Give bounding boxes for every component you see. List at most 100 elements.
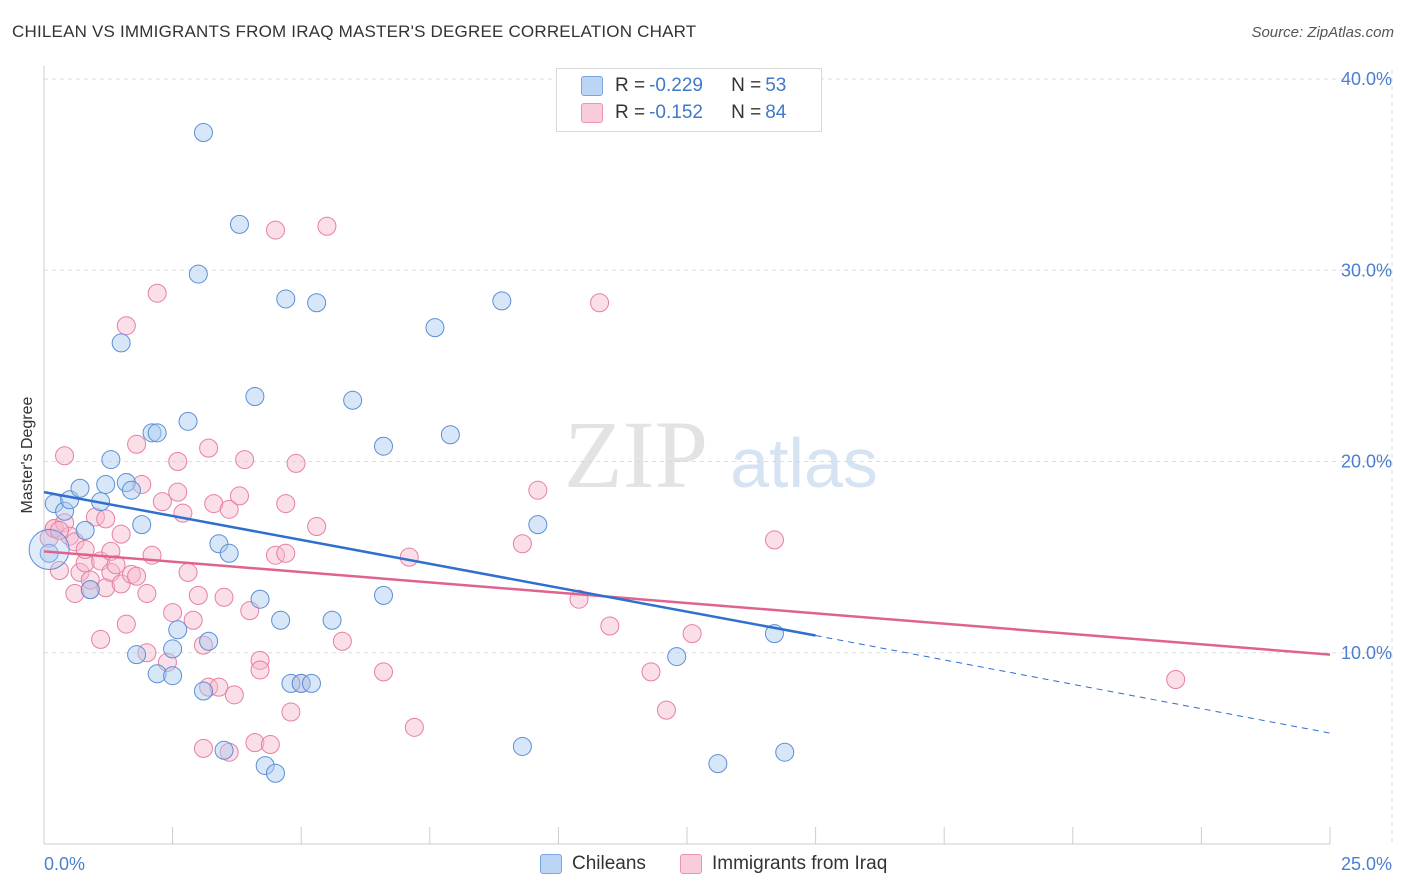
iraq-point: [91, 629, 111, 649]
chilean-point: [163, 639, 183, 659]
iraq-point: [224, 685, 244, 705]
chilean-point: [96, 474, 116, 494]
chilean-point: [528, 515, 548, 535]
iraq-point: [168, 452, 188, 471]
y-tick-label: 10.0%: [1341, 643, 1392, 663]
bottom-legend-iraq: Immigrants from Iraq: [680, 852, 887, 876]
iraq-point: [127, 434, 147, 454]
iraq-point: [163, 603, 183, 623]
chilean-point: [209, 534, 229, 554]
iraq-point: [127, 566, 147, 586]
grid-lines: [44, 70, 1393, 844]
chilean-point: [440, 425, 460, 445]
chilean-point: [492, 291, 512, 311]
iraq-point: [96, 578, 116, 598]
iraq-point: [404, 717, 424, 737]
iraq-point: [512, 534, 532, 554]
iraq-point: [152, 492, 172, 512]
iraq-point: [317, 216, 337, 236]
chilean-point: [708, 754, 728, 774]
iraq-point: [111, 524, 131, 544]
chilean-point: [70, 478, 90, 498]
chilean-point: [667, 647, 687, 667]
iraq-point: [332, 631, 352, 651]
x-tick-label: 0.0%: [44, 854, 85, 874]
legend-n-value: 53: [765, 75, 787, 96]
chilean-point: [265, 763, 285, 783]
legend-n-label: N =: [731, 75, 762, 96]
chilean-point: [142, 423, 162, 443]
chilean-point: [121, 480, 141, 500]
iraq-point: [374, 662, 394, 682]
iraq-point: [178, 562, 198, 582]
iraq-point: [209, 677, 229, 697]
iraq-point: [276, 543, 296, 563]
iraq-point: [229, 486, 249, 506]
chilean-point: [291, 673, 311, 693]
iraq-point: [260, 735, 280, 755]
legend-row-chileans: R = -0.229 N = 53: [581, 74, 786, 98]
bottom-legend-chileans: Chileans: [540, 852, 646, 876]
iraq-point: [307, 517, 327, 537]
chilean-point: [101, 450, 121, 470]
chilean-point: [245, 386, 265, 406]
chilean-point: [163, 666, 183, 686]
iraq-point: [764, 530, 784, 550]
chilean-point: [193, 681, 213, 701]
iraq-point: [137, 583, 157, 603]
iraq-point: [265, 220, 285, 240]
watermark-atlas: atlas: [730, 424, 878, 502]
chilean-point: [374, 585, 394, 605]
iraq-point: [70, 562, 90, 582]
chilean-point: [199, 631, 219, 651]
chilean-point: [127, 645, 147, 665]
legend-n-value: 84: [765, 102, 787, 123]
legend-row-iraq: R = -0.152 N = 84: [581, 101, 786, 125]
iraq-point: [590, 293, 610, 313]
iraq-point: [49, 520, 69, 540]
iraq-point: [116, 316, 136, 336]
chilean-point: [147, 664, 167, 684]
iraq-point: [219, 499, 239, 519]
chilean-point: [193, 123, 213, 143]
iraq-point: [250, 650, 270, 670]
iraq-point: [235, 450, 255, 470]
chilean-point: [178, 411, 198, 431]
bottom-legend-iraq-label: Immigrants from Iraq: [712, 853, 888, 874]
iraq-point: [399, 547, 419, 567]
iraq-point: [55, 446, 75, 466]
chilean-point: [219, 543, 239, 563]
chilean-point: [55, 501, 75, 521]
chilean-point: [188, 264, 208, 284]
iraq-point: [641, 662, 661, 682]
iraq-point: [245, 733, 265, 753]
iraq-point: [168, 482, 188, 502]
iraq-point: [656, 700, 676, 720]
chilean-point: [281, 673, 301, 693]
source-label: Source: ZipAtlas.com: [1251, 24, 1394, 41]
chilean-point: [255, 756, 275, 776]
chilean-point: [132, 515, 152, 535]
legend-swatch-chileans: [581, 76, 603, 96]
iraq-point: [682, 624, 702, 644]
iraq-point: [111, 574, 131, 594]
chart-title: CHILEAN VS IMMIGRANTS FROM IRAQ MASTER'S…: [12, 22, 697, 41]
iraq-point: [1166, 670, 1186, 690]
iraq-point: [49, 561, 69, 581]
chilean-point: [512, 736, 532, 756]
iraq-point: [132, 474, 152, 494]
chilean-trend-extension: [815, 635, 1331, 734]
iraq-point: [106, 555, 126, 575]
legend-r-value: -0.229: [649, 75, 703, 96]
watermark: ZIP atlas: [564, 401, 878, 508]
y-tick-label: 20.0%: [1341, 452, 1392, 472]
iraq-point: [214, 587, 234, 607]
chilean-point: [307, 293, 327, 313]
chilean-point: [250, 589, 270, 609]
iraq-point: [80, 570, 100, 590]
legend-r-label: R =: [615, 102, 646, 123]
tick-labels: 10.0% 20.0% 30.0% 40.0% 0.0% 25.0%: [44, 69, 1392, 874]
iraq-point: [199, 438, 219, 458]
chilean-trend-line: [43, 490, 816, 637]
iraq-point: [199, 677, 219, 697]
